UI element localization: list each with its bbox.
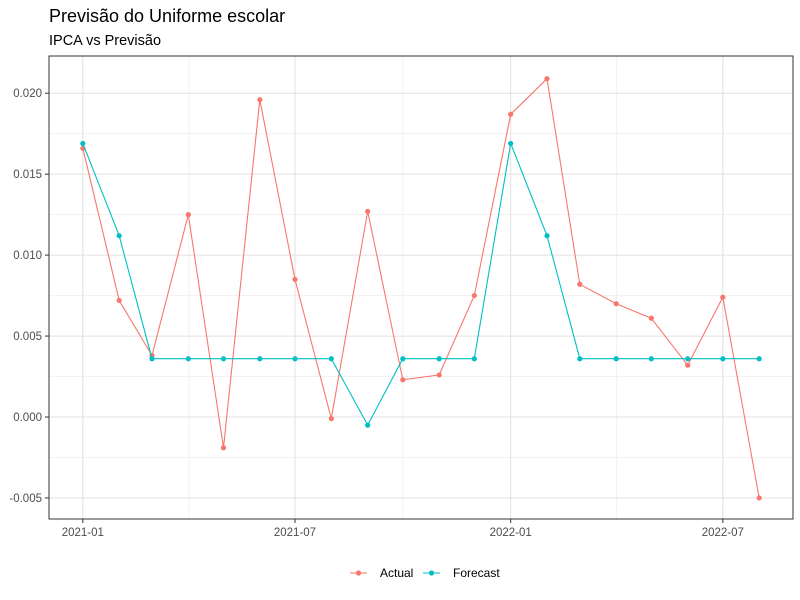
- data-point-forecast: [471, 356, 477, 362]
- data-point-forecast: [292, 356, 298, 362]
- data-point-forecast: [613, 356, 619, 362]
- data-point-actual: [508, 111, 514, 117]
- chart-title: Previsão do Uniforme escolar: [49, 6, 286, 26]
- data-point-actual: [328, 416, 334, 422]
- series-line-forecast: [82, 141, 760, 427]
- data-point-actual: [400, 377, 406, 383]
- data-point-forecast: [328, 356, 334, 362]
- data-point-actual: [544, 76, 550, 82]
- data-point-actual: [365, 208, 371, 215]
- y-tick-label: -0.005: [9, 493, 42, 505]
- data-point-forecast: [185, 356, 191, 362]
- data-point-actual: [577, 281, 583, 287]
- series-line-actual: [82, 77, 760, 499]
- data-point-forecast: [80, 140, 86, 147]
- data-point-forecast: [220, 356, 227, 362]
- y-tick-label: 0.010: [13, 250, 42, 262]
- data-point-forecast: [648, 356, 654, 362]
- data-point-forecast: [149, 356, 155, 362]
- data-point-actual: [116, 297, 122, 304]
- data-point-actual: [613, 301, 619, 307]
- y-tick-label: 0.015: [13, 169, 42, 181]
- legend-key-point-actual: [355, 570, 362, 576]
- data-point-forecast: [720, 356, 726, 362]
- legend-key-point-forecast: [428, 570, 435, 576]
- data-point-actual: [720, 294, 726, 300]
- data-point-actual: [292, 276, 298, 283]
- data-point-forecast: [257, 356, 263, 362]
- legend-label-actual: Actual: [380, 566, 413, 580]
- data-point-forecast: [756, 356, 762, 362]
- y-tick-label: 0.000: [13, 412, 42, 424]
- data-point-forecast: [544, 233, 550, 239]
- data-point-forecast: [400, 356, 406, 362]
- data-point-actual: [648, 315, 654, 321]
- x-tick-label: 2022-07: [702, 527, 744, 539]
- data-point-forecast: [116, 233, 122, 239]
- data-point-actual: [257, 97, 263, 103]
- data-point-forecast: [436, 356, 442, 362]
- x-tick-label: 2021-01: [62, 527, 104, 539]
- data-point-actual: [220, 445, 227, 451]
- data-point-actual: [185, 212, 191, 218]
- data-point-actual: [756, 495, 762, 501]
- grid: [49, 56, 793, 519]
- legend-label-forecast: Forecast: [453, 566, 500, 580]
- data-point-actual: [436, 372, 442, 378]
- data-point-forecast: [365, 422, 371, 428]
- plot-panel-border: [48, 55, 794, 520]
- data-point-forecast: [508, 140, 514, 147]
- data-point-actual: [471, 292, 477, 299]
- y-tick-label: 0.005: [13, 331, 42, 343]
- data-point-forecast: [577, 356, 583, 362]
- y-tick-label: 0.020: [13, 88, 42, 100]
- x-tick-label: 2021-07: [274, 527, 316, 539]
- data-point-actual: [685, 362, 691, 368]
- chart-subtitle: IPCA vs Previsão: [49, 33, 162, 49]
- x-tick-label: 2022-01: [490, 527, 532, 539]
- data-point-forecast: [685, 356, 691, 362]
